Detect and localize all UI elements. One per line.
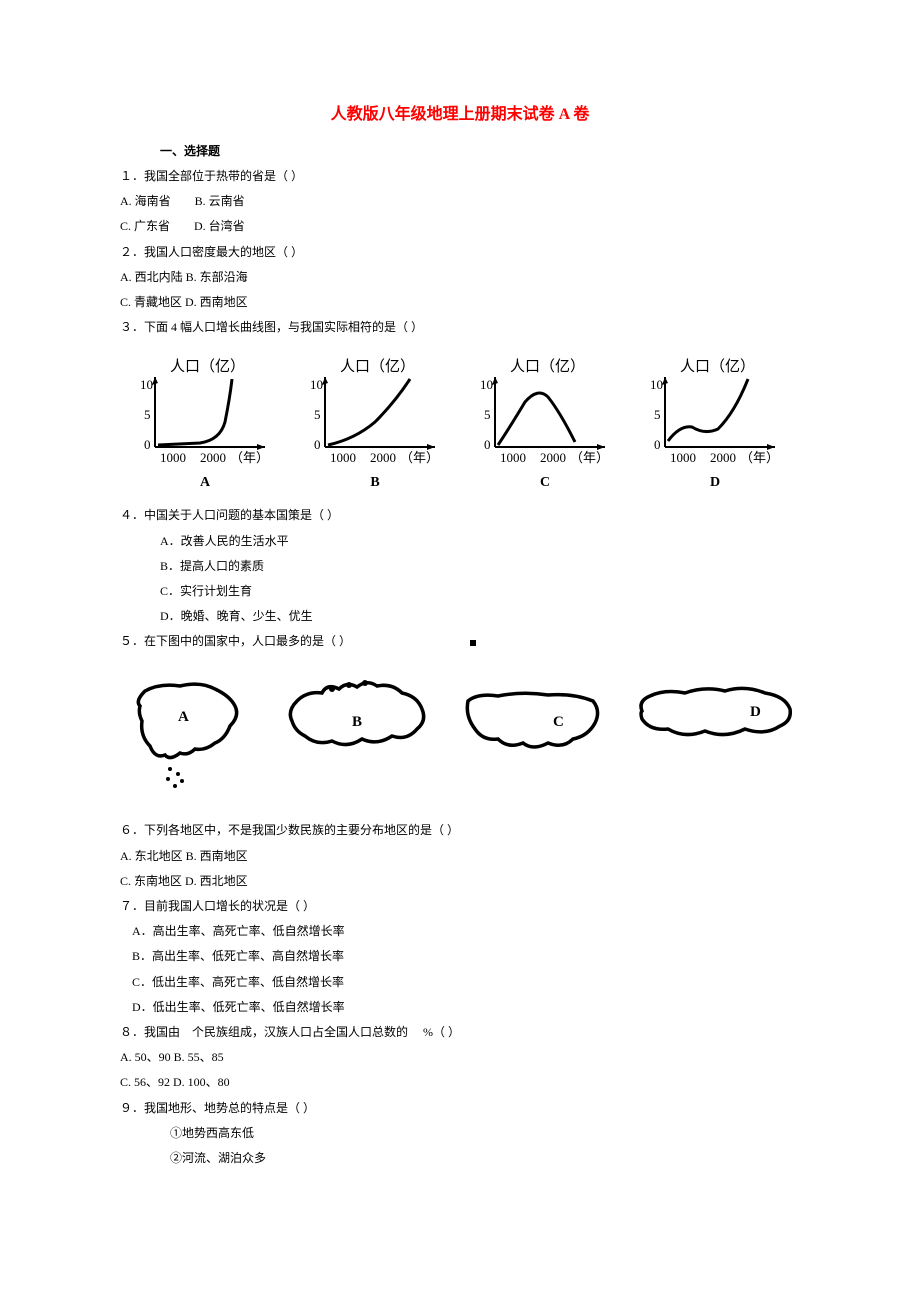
svg-text:5: 5 bbox=[314, 407, 321, 422]
map-row: A B C D bbox=[120, 671, 800, 791]
xlabel: （年） bbox=[230, 450, 269, 465]
chart-d-curve bbox=[668, 379, 748, 441]
chart-c-curve bbox=[498, 393, 575, 445]
xtick-1000: 1000 bbox=[160, 450, 186, 465]
svg-text:（年）: （年） bbox=[570, 450, 609, 465]
map-c-label: C bbox=[553, 714, 564, 730]
svg-text:10: 10 bbox=[650, 377, 663, 392]
section-header: 一、选择题 bbox=[160, 142, 800, 159]
question-4-option-a: A．改善人民的生活水平 bbox=[160, 532, 800, 551]
xtick-2000: 2000 bbox=[200, 450, 226, 465]
question-5: ５．在下图中的国家中，人口最多的是（ ） bbox=[120, 632, 800, 651]
question-1: １．我国全部位于热带的省是（ ） bbox=[120, 167, 800, 186]
question-1-options-ab: A. 海南省 B. 云南省 bbox=[120, 192, 800, 211]
question-8: ８．我国由 个民族组成，汉族人口占全国人口总数的 %（ ） bbox=[120, 1023, 800, 1042]
question-5-text: ５．在下图中的国家中，人口最多的是（ ） bbox=[120, 634, 351, 648]
svg-text:（年）: （年） bbox=[740, 450, 779, 465]
question-6-options-cd: C. 东南地区 D. 西北地区 bbox=[120, 872, 800, 891]
question-2-options-cd: C. 青藏地区 D. 西南地区 bbox=[120, 293, 800, 312]
chart-c-label: C bbox=[540, 475, 550, 491]
question-8-options-ab: A. 50、90 B. 55、85 bbox=[120, 1048, 800, 1067]
question-4-option-b: B．提高人口的素质 bbox=[160, 557, 800, 576]
chart-b-label: B bbox=[370, 475, 379, 491]
question-7-option-a: A．高出生率、高死亡率、低自然增长率 bbox=[132, 922, 800, 941]
chart-ylabel: 人口（亿） bbox=[170, 358, 245, 375]
svg-text:2000: 2000 bbox=[710, 450, 736, 465]
question-7-option-c: C．低出生率、高死亡率、低自然增长率 bbox=[132, 973, 800, 992]
svg-text:0: 0 bbox=[654, 437, 661, 452]
question-9: ９．我国地形、地势总的特点是（ ） bbox=[120, 1099, 800, 1118]
question-6: ６．下列各地区中，不是我国少数民族的主要分布地区的是（ ） bbox=[120, 821, 800, 840]
question-6-options-ab: A. 东北地区 B. 西南地区 bbox=[120, 847, 800, 866]
question-7-option-b: B．高出生率、低死亡率、高自然增长率 bbox=[132, 947, 800, 966]
svg-text:人口（亿）: 人口（亿） bbox=[510, 358, 585, 375]
svg-text:5: 5 bbox=[484, 407, 491, 422]
question-8-options-cd: C. 56、92 D. 100、80 bbox=[120, 1073, 800, 1092]
svg-text:0: 0 bbox=[484, 437, 491, 452]
svg-text:1000: 1000 bbox=[330, 450, 356, 465]
map-b-label: B bbox=[352, 714, 362, 730]
chart-b-curve bbox=[328, 379, 410, 445]
map-d-label: D bbox=[750, 704, 761, 720]
bullet-marker-icon bbox=[470, 640, 476, 646]
question-2-options-ab: A. 西北内陆 B. 东部沿海 bbox=[120, 268, 800, 287]
svg-text:人口（亿）: 人口（亿） bbox=[340, 358, 415, 375]
svg-text:2000: 2000 bbox=[370, 450, 396, 465]
map-c-usa: C bbox=[453, 671, 613, 791]
ytick-0: 0 bbox=[144, 437, 151, 452]
svg-text:2000: 2000 bbox=[540, 450, 566, 465]
question-4-option-d: D．晚婚、晚育、少生、优生 bbox=[160, 607, 800, 626]
svg-text:10: 10 bbox=[310, 377, 323, 392]
page-title: 人教版八年级地理上册期末试卷 A 卷 bbox=[120, 100, 800, 124]
question-1-options-cd: C. 广东省 D. 台湾省 bbox=[120, 217, 800, 236]
chart-b: 人口（亿） 10 5 0 1000 2000 （年） B bbox=[300, 357, 450, 491]
question-7: ７．目前我国人口增长的状况是（ ） bbox=[120, 897, 800, 916]
chart-c: 人口（亿） 10 5 0 1000 2000 （年） C bbox=[470, 357, 620, 491]
question-2: ２．我国人口密度最大的地区（ ） bbox=[120, 243, 800, 262]
question-9-sub-2: ②河流、湖泊众多 bbox=[170, 1149, 800, 1168]
map-b-canada: B bbox=[277, 671, 437, 791]
svg-text:5: 5 bbox=[654, 407, 661, 422]
map-a-china: A bbox=[120, 671, 260, 791]
question-4: ４．中国关于人口问题的基本国策是（ ） bbox=[120, 506, 800, 525]
question-3: ３．下面 4 幅人口增长曲线图，与我国实际相符的是（ ） bbox=[120, 318, 800, 337]
ytick-10: 10 bbox=[140, 377, 153, 392]
chart-row: 人口（亿） 10 5 0 1000 2000 （年） A 人口（亿） 10 5 … bbox=[120, 357, 800, 491]
question-7-option-d: D．低出生率、低死亡率、低自然增长率 bbox=[132, 998, 800, 1017]
ytick-5: 5 bbox=[144, 407, 151, 422]
svg-text:1000: 1000 bbox=[670, 450, 696, 465]
question-9-sub-1: ①地势西高东低 bbox=[170, 1124, 800, 1143]
map-a-label: A bbox=[178, 709, 189, 725]
svg-text:（年）: （年） bbox=[400, 450, 439, 465]
svg-text:1000: 1000 bbox=[500, 450, 526, 465]
svg-text:10: 10 bbox=[480, 377, 493, 392]
svg-text:人口（亿）: 人口（亿） bbox=[680, 358, 755, 375]
chart-d-label: D bbox=[710, 475, 720, 491]
chart-a-curve bbox=[158, 379, 232, 445]
map-d-russia: D bbox=[630, 671, 800, 791]
chart-a: 人口（亿） 10 5 0 1000 2000 （年） A bbox=[130, 357, 280, 491]
svg-text:0: 0 bbox=[314, 437, 321, 452]
chart-a-label: A bbox=[200, 475, 210, 491]
chart-d: 人口（亿） 10 5 0 1000 2000 （年） D bbox=[640, 357, 790, 491]
question-4-option-c: C．实行计划生育 bbox=[160, 582, 800, 601]
